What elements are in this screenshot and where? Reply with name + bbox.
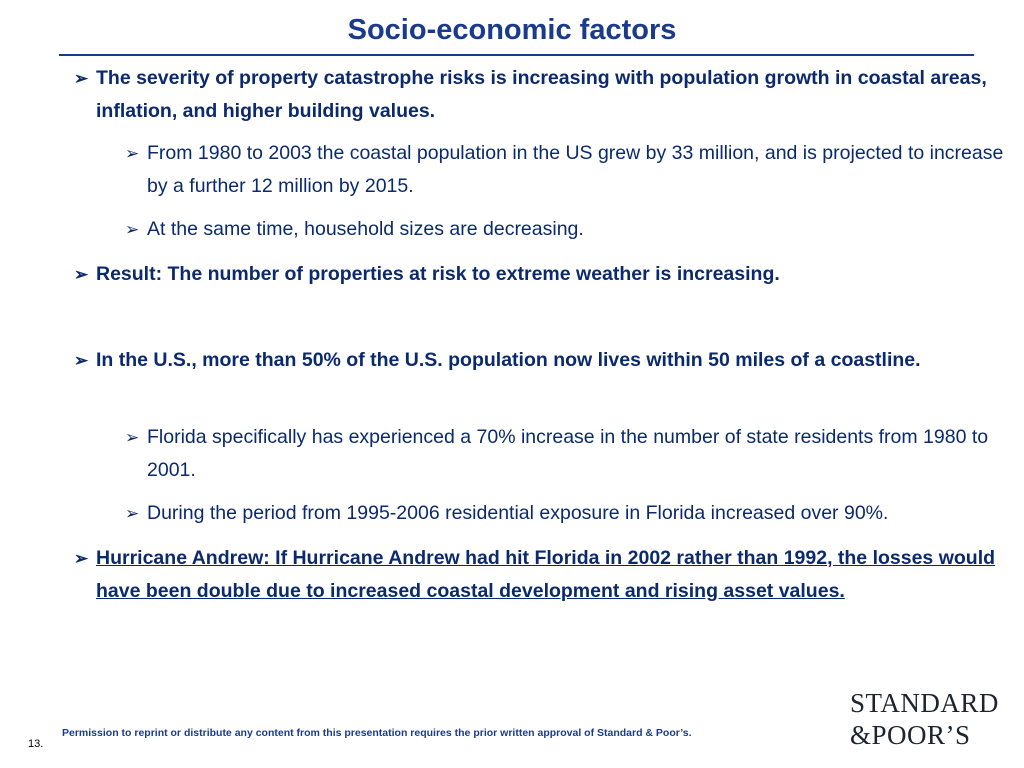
bullet-text: Result: The number of properties at risk… [96, 263, 780, 285]
arrow-bullet-icon: ➢ [74, 549, 89, 568]
logo-line-2: &POOR’S [850, 720, 971, 750]
bullet-text: In the U.S., more than 50% of the U.S. p… [96, 349, 921, 371]
bullet-result: ➢ Result: The number of properties at ri… [74, 258, 996, 291]
bullet-text: The severity of property catastrophe ris… [96, 67, 987, 122]
bullet-text: During the period from 1995-2006 residen… [147, 502, 889, 524]
arrow-bullet-icon: ➢ [125, 144, 140, 163]
slide-title: Socio-economic factors [347, 14, 677, 46]
logo-line-1: STANDARD [850, 688, 999, 718]
sub-bullet-coastal-population: ➢ From 1980 to 2003 the coastal populati… [125, 137, 1017, 203]
arrow-bullet-icon: ➢ [125, 428, 140, 447]
bullet-hurricane-andrew: ➢ Hurricane Andrew: If Hurricane Andrew … [74, 542, 996, 608]
bullet-severity: ➢ The severity of property catastrophe r… [74, 62, 996, 128]
arrow-bullet-icon: ➢ [74, 69, 89, 88]
sub-bullet-florida-residents: ➢ Florida specifically has experienced a… [125, 421, 1017, 487]
bullet-text: Florida specifically has experienced a 7… [147, 426, 989, 481]
bullet-text: At the same time, household sizes are de… [147, 218, 584, 240]
arrow-bullet-icon: ➢ [125, 220, 140, 239]
arrow-bullet-icon: ➢ [74, 265, 89, 284]
bullet-text: Hurricane Andrew: If Hurricane Andrew ha… [96, 547, 996, 602]
bullet-text: From 1980 to 2003 the coastal population… [147, 142, 1004, 197]
arrow-bullet-icon: ➢ [125, 504, 140, 523]
page-number: 13. [28, 738, 44, 750]
bullet-us-population: ➢ In the U.S., more than 50% of the U.S.… [74, 344, 996, 377]
permission-notice: Permission to reprint or distribute any … [62, 727, 692, 739]
standard-and-poors-logo: STANDARD &POOR’S [850, 687, 999, 751]
arrow-bullet-icon: ➢ [74, 351, 89, 370]
sub-bullet-household-sizes: ➢ At the same time, household sizes are … [125, 213, 1017, 246]
sub-bullet-florida-exposure: ➢ During the period from 1995-2006 resid… [125, 497, 1017, 530]
title-divider [59, 54, 974, 56]
